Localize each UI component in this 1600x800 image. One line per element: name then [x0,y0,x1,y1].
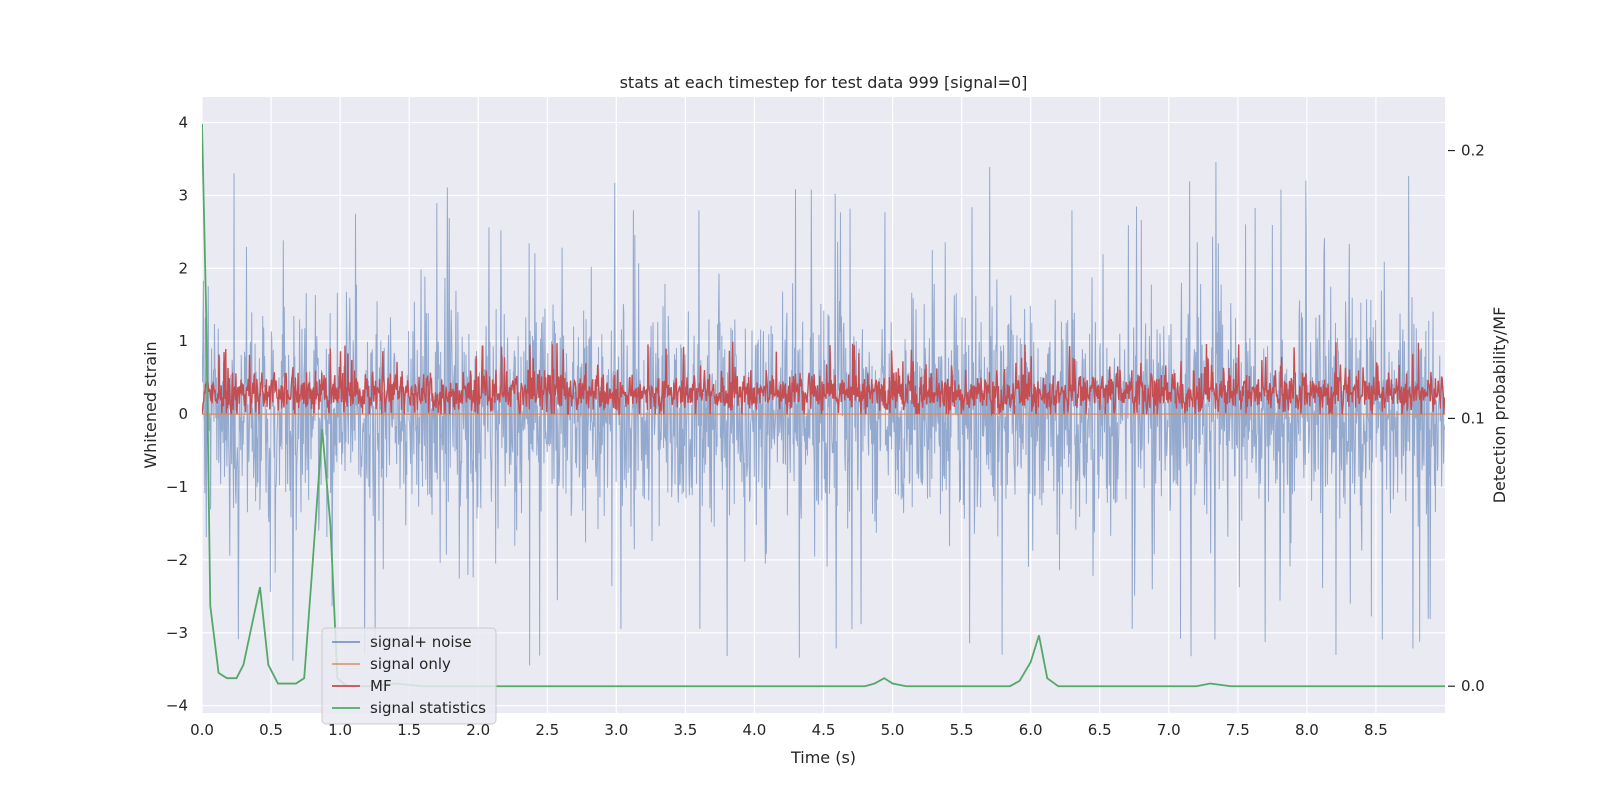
legend: signal+ noise signal only MF signal statist… [321,627,497,725]
chart-title: stats at each timestep for test data 999… [620,73,1028,92]
x-tick-label: 5.5 [950,721,974,739]
x-tick-label: 3.0 [604,721,628,739]
legend-label: signal statistics [370,699,486,717]
legend-box [321,627,497,725]
x-tick-label: 7.5 [1226,721,1250,739]
x-axis-label: Time (s) [790,748,856,767]
y-tick-label: 0 [178,405,188,423]
plot-area [201,97,1445,713]
y-tick-label: 2 [178,259,188,277]
x-tick-label: 4.5 [812,721,836,739]
x-tick-label: 0.5 [259,721,283,739]
series-signal-noise-line [202,162,1445,666]
x-tick-label: 1.5 [397,721,421,739]
x-tick-label: 8.5 [1364,721,1388,739]
legend-label: MF [370,677,392,695]
y2-tick-label: 0.2 [1461,142,1485,160]
x-tick-label: 1.0 [328,721,352,739]
y-axis-label: Whitened strain [141,341,160,468]
x-tick-label: 7.0 [1157,721,1181,739]
legend-label: signal+ noise [370,633,472,651]
y-tick-label: 3 [178,186,188,204]
y-tick-label: 1 [178,332,188,350]
legend-label: signal only [370,655,451,673]
x-tick-label: 8.0 [1295,721,1319,739]
series-mf-line [202,341,1445,416]
x-tick-label: 2.0 [466,721,490,739]
y2-tick-label: 0.1 [1461,409,1485,427]
y-tick-label: −4 [166,697,188,715]
x-tick-label: 3.5 [673,721,697,739]
y2-tick-label: 0.0 [1461,677,1485,695]
x-tick-label: 6.0 [1019,721,1043,739]
y-tick-label: −3 [166,624,188,642]
x-tick-label: 5.0 [881,721,905,739]
x-tick-label: 4.0 [743,721,767,739]
y-tick-label: −2 [166,551,188,569]
x-tick-label: 0.0 [190,721,214,739]
y-tick-label: −1 [166,478,188,496]
x-tick-label: 2.5 [535,721,559,739]
y-tick-label: 4 [178,114,188,132]
x-tick-label: 6.5 [1088,721,1112,739]
y2-axis-label: Detection probability/MF [1490,307,1509,504]
